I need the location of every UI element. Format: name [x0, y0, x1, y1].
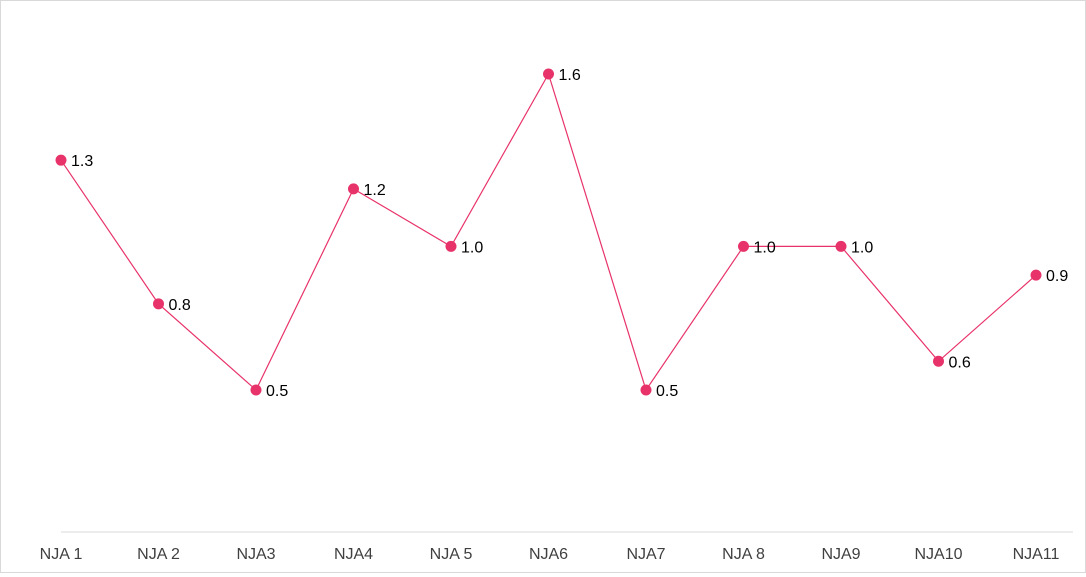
data-point: [250, 384, 262, 396]
data-label: 0.9: [1046, 268, 1068, 285]
x-tick-label: NJA10: [914, 546, 962, 563]
data-point: [1030, 269, 1042, 281]
data-point: [835, 240, 847, 252]
x-tick-label: NJA9: [821, 546, 860, 563]
data-point: [445, 240, 457, 252]
data-label: 0.6: [949, 354, 971, 371]
data-label: 1.2: [364, 182, 386, 199]
data-label: 1.0: [851, 239, 873, 256]
data-label: 1.6: [559, 67, 581, 84]
data-point: [543, 68, 554, 80]
data-label: 1.0: [461, 239, 483, 256]
series-group: 1.3 0.8 0.5 1.2 1.0 1.6 0.5 1.0 1.0 0.6 0.9: [55, 67, 1068, 400]
data-label: 1.3: [71, 153, 93, 170]
data-label: 0.8: [169, 297, 191, 314]
x-tick-label: NJA 2: [137, 546, 180, 563]
x-tick-label: NJA7: [626, 546, 665, 563]
x-tick-label: NJA11: [1013, 546, 1060, 563]
data-label: 1.0: [754, 239, 776, 256]
data-point: [640, 384, 652, 396]
series-line: [60, 72, 1037, 392]
x-tick-label: NJA6: [529, 546, 568, 563]
x-tick-label: NJA 1: [40, 546, 83, 563]
data-point: [933, 355, 944, 367]
x-tick-label: NJA4: [334, 546, 373, 563]
data-point: [55, 154, 67, 166]
data-point: [738, 240, 749, 252]
data-label: 0.5: [266, 383, 288, 400]
data-point: [348, 183, 359, 195]
x-tick-label: NJA 8: [722, 546, 765, 563]
data-label: 0.5: [656, 383, 678, 400]
x-tick-label: NJA3: [236, 546, 275, 563]
x-tick-labels: NJA 1 NJA 2 NJA3 NJA4 NJA 5 NJA6 NJA7 NJA 8 NJA9…: [40, 546, 1060, 563]
data-point: [153, 298, 164, 310]
x-tick-label: NJA 5: [430, 546, 473, 563]
